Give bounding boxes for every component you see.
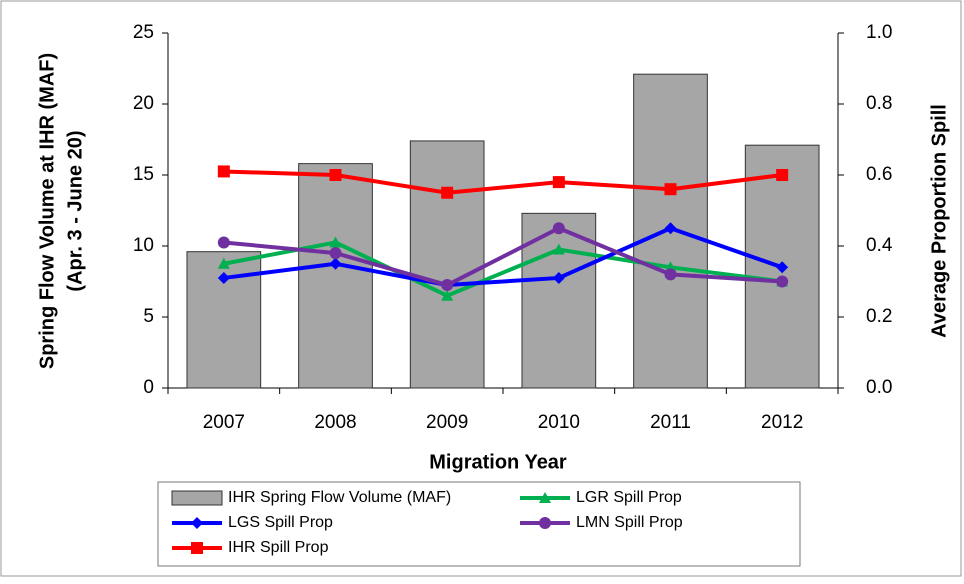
marker <box>217 236 230 249</box>
y2-tick-label: 0.8 <box>866 93 892 114</box>
x-axis-label: Migration Year <box>429 451 567 473</box>
line <box>223 240 783 298</box>
y-tick-label: 15 <box>133 164 154 185</box>
marker <box>441 279 454 292</box>
y2-tick-label: 0.2 <box>866 306 892 327</box>
line <box>223 226 783 288</box>
bar <box>521 212 597 389</box>
marker <box>217 165 230 178</box>
legend-marker <box>191 517 203 529</box>
y2-tick-label: 0.4 <box>866 235 893 256</box>
marker <box>329 169 342 181</box>
marker <box>217 271 230 284</box>
y-tick-label: 10 <box>133 235 154 256</box>
y-tick-label: 20 <box>133 93 154 114</box>
legend-label: LGS Spill Prop <box>228 514 333 531</box>
y-tick-label: 0 <box>143 377 154 398</box>
marker <box>664 222 677 235</box>
line <box>223 226 783 288</box>
legend-box <box>157 481 801 567</box>
legend-label: IHR Spill Prop <box>228 539 329 556</box>
legend-swatch <box>171 490 223 506</box>
y2-axis-label: Average Proportion Spill <box>928 104 950 338</box>
marker <box>217 257 230 269</box>
marker <box>329 247 342 260</box>
marker <box>441 289 454 301</box>
y2-tick-label: 0.6 <box>866 164 892 185</box>
marker <box>664 268 677 281</box>
marker <box>776 275 789 288</box>
legend-label: LGR Spill Prop <box>576 489 682 506</box>
legend-marker <box>539 517 551 529</box>
y-tick-label: 5 <box>143 306 154 327</box>
marker <box>552 222 565 235</box>
y-axis-label: Spring Flow Volume at IHR (MAF) <box>36 53 58 369</box>
x-tick-label: 2008 <box>314 412 356 433</box>
y-axis-label: (Apr. 3 - June 20) <box>64 130 86 291</box>
marker <box>664 183 677 196</box>
legend-label: LMN Spill Prop <box>576 514 683 531</box>
x-tick-label: 2007 <box>203 412 245 433</box>
marker <box>329 257 342 270</box>
y-tick-label: 25 <box>133 22 154 43</box>
marker <box>552 271 565 284</box>
marker <box>329 236 342 248</box>
legend-label: IHR Spring Flow Volume (MAF) <box>228 489 451 506</box>
marker <box>776 261 789 274</box>
marker <box>552 243 565 255</box>
legend-marker <box>191 542 203 554</box>
marker <box>552 176 565 189</box>
bar <box>298 163 373 389</box>
x-tick-label: 2012 <box>761 412 803 433</box>
marker <box>776 169 789 181</box>
y2-tick-label: 0.0 <box>866 377 892 398</box>
bar <box>409 140 485 389</box>
legend-marker <box>539 492 551 503</box>
marker <box>441 186 454 199</box>
x-tick-label: 2009 <box>426 412 468 433</box>
line <box>223 169 783 195</box>
y2-tick-label: 1.0 <box>866 22 892 43</box>
x-tick-label: 2011 <box>650 412 691 433</box>
x-tick-label: 2010 <box>538 412 580 433</box>
